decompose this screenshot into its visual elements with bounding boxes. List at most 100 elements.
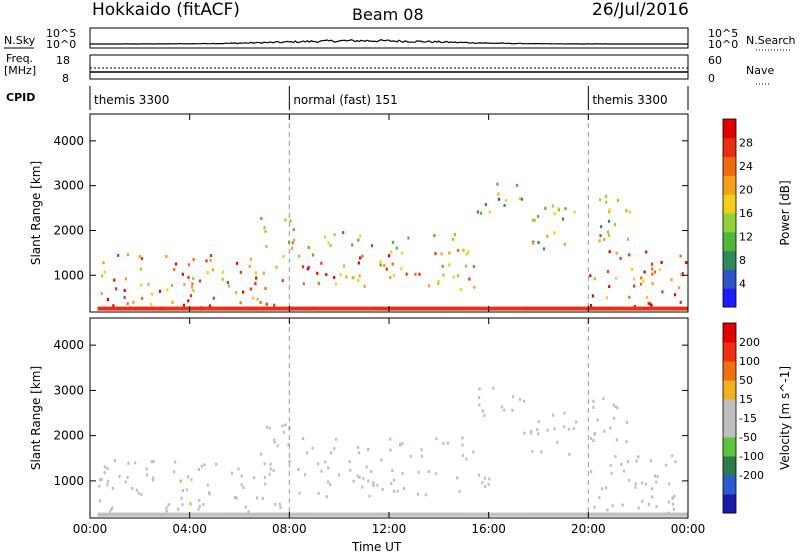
scatter-cell (609, 306, 612, 311)
scatter-cell (358, 475, 361, 479)
scatter-cell (102, 261, 105, 265)
scatter-cell (106, 483, 109, 487)
scatter-cell (165, 506, 168, 510)
freq-label-1: Freq. (6, 52, 33, 65)
scatter-cell (591, 306, 594, 311)
scatter-cell (516, 183, 519, 187)
scatter-cell (336, 306, 339, 311)
scatter-cell (597, 512, 600, 517)
scatter-cell (546, 306, 549, 311)
scatter-cell (181, 489, 184, 492)
scatter-cell (302, 512, 305, 517)
scatter-cell (561, 512, 565, 517)
scatter-cell (597, 306, 600, 311)
scatter-cell (524, 512, 527, 517)
scatter-cell (474, 306, 477, 311)
scatter-cell (418, 272, 421, 276)
scatter-cell (386, 306, 389, 311)
scatter-cell (640, 481, 643, 485)
scatter-cell (642, 279, 645, 283)
x-tick-label: 00:00 (671, 522, 706, 536)
scatter-cell (621, 512, 624, 517)
scatter-cell (131, 487, 134, 491)
scatter-cell (298, 512, 301, 517)
scatter-cell (583, 512, 586, 517)
scatter-cell (633, 512, 636, 517)
scatter-cell (140, 493, 143, 496)
scatter-cell (575, 512, 579, 517)
scatter-cell (324, 512, 327, 517)
scatter-cell (606, 270, 610, 274)
scatter-cell (503, 203, 506, 207)
scatter-cell (206, 271, 209, 275)
x-tick-label: 04:00 (172, 522, 207, 536)
cpid-segment-label: themis 3300 (94, 93, 169, 107)
scatter-cell (599, 306, 602, 311)
scatter-cell (510, 306, 513, 311)
scatter-cell (281, 424, 284, 428)
scatter-cell (448, 251, 451, 255)
scatter-cell (644, 482, 647, 486)
scatter-cell (126, 253, 130, 257)
scatter-cell (639, 282, 643, 286)
scatter-cell (181, 306, 184, 311)
colorbar-segment (723, 399, 736, 419)
scatter-cell (441, 264, 444, 268)
scatter-cell (287, 443, 290, 447)
scatter-cell (272, 512, 276, 517)
scatter-cell (106, 467, 109, 470)
scatter-cell (464, 306, 467, 311)
nave-tick-top: 60 (708, 54, 722, 67)
scatter-cell (420, 448, 423, 452)
scatter-cell (107, 512, 110, 517)
scatter-cell (510, 512, 513, 517)
scatter-cell (247, 512, 250, 517)
scatter-cell (606, 230, 610, 234)
y-tick-label: 3000 (53, 179, 84, 193)
scatter-cell (409, 454, 412, 458)
scatter-cell (567, 306, 571, 311)
scatter-cell (540, 306, 543, 311)
scatter-cell (466, 512, 469, 517)
scatter-cell (657, 306, 660, 311)
scatter-cell (478, 306, 481, 311)
scatter-cell (628, 478, 631, 482)
scatter-cell (665, 512, 668, 517)
scatter-cell (292, 228, 295, 232)
scatter-cell (548, 512, 551, 517)
scatter-cell (98, 484, 101, 488)
scatter-cell (675, 512, 678, 517)
scatter-cell (372, 484, 375, 487)
scatter-cell (338, 306, 341, 311)
scatter-cell (260, 306, 264, 311)
noise-tick-right-top: 10^5 (708, 27, 738, 40)
scatter-cell (625, 420, 628, 424)
scatter-cell (298, 306, 301, 311)
scatter-cell (155, 512, 158, 517)
scatter-cell (579, 512, 583, 517)
scatter-cell (330, 512, 333, 517)
scatter-cell (532, 512, 535, 517)
scatter-cell (395, 246, 398, 250)
scatter-cell (530, 429, 533, 433)
scatter-cell (254, 282, 257, 286)
scatter-cell (264, 287, 267, 291)
colorbar-segment (723, 323, 736, 343)
y-tick-label: 1000 (53, 268, 84, 282)
noise-tick-left-bottom: 10^0 (46, 38, 76, 51)
colorbar-tick-label: -50 (739, 431, 757, 444)
colorbar-segment (723, 119, 736, 139)
scatter-cell (454, 306, 457, 311)
scatter-cell (460, 306, 463, 311)
scatter-cell (304, 512, 307, 517)
scatter-cell (356, 306, 359, 311)
scatter-cell (583, 306, 586, 311)
scatter-cell (544, 306, 547, 311)
scatter-cell (205, 512, 208, 517)
colorbar-segment (723, 175, 736, 195)
scatter-cell (461, 454, 465, 458)
scatter-cell (468, 512, 471, 517)
scatter-cell (450, 512, 453, 517)
scatter-cell (546, 234, 549, 238)
scatter-cell (534, 512, 537, 517)
